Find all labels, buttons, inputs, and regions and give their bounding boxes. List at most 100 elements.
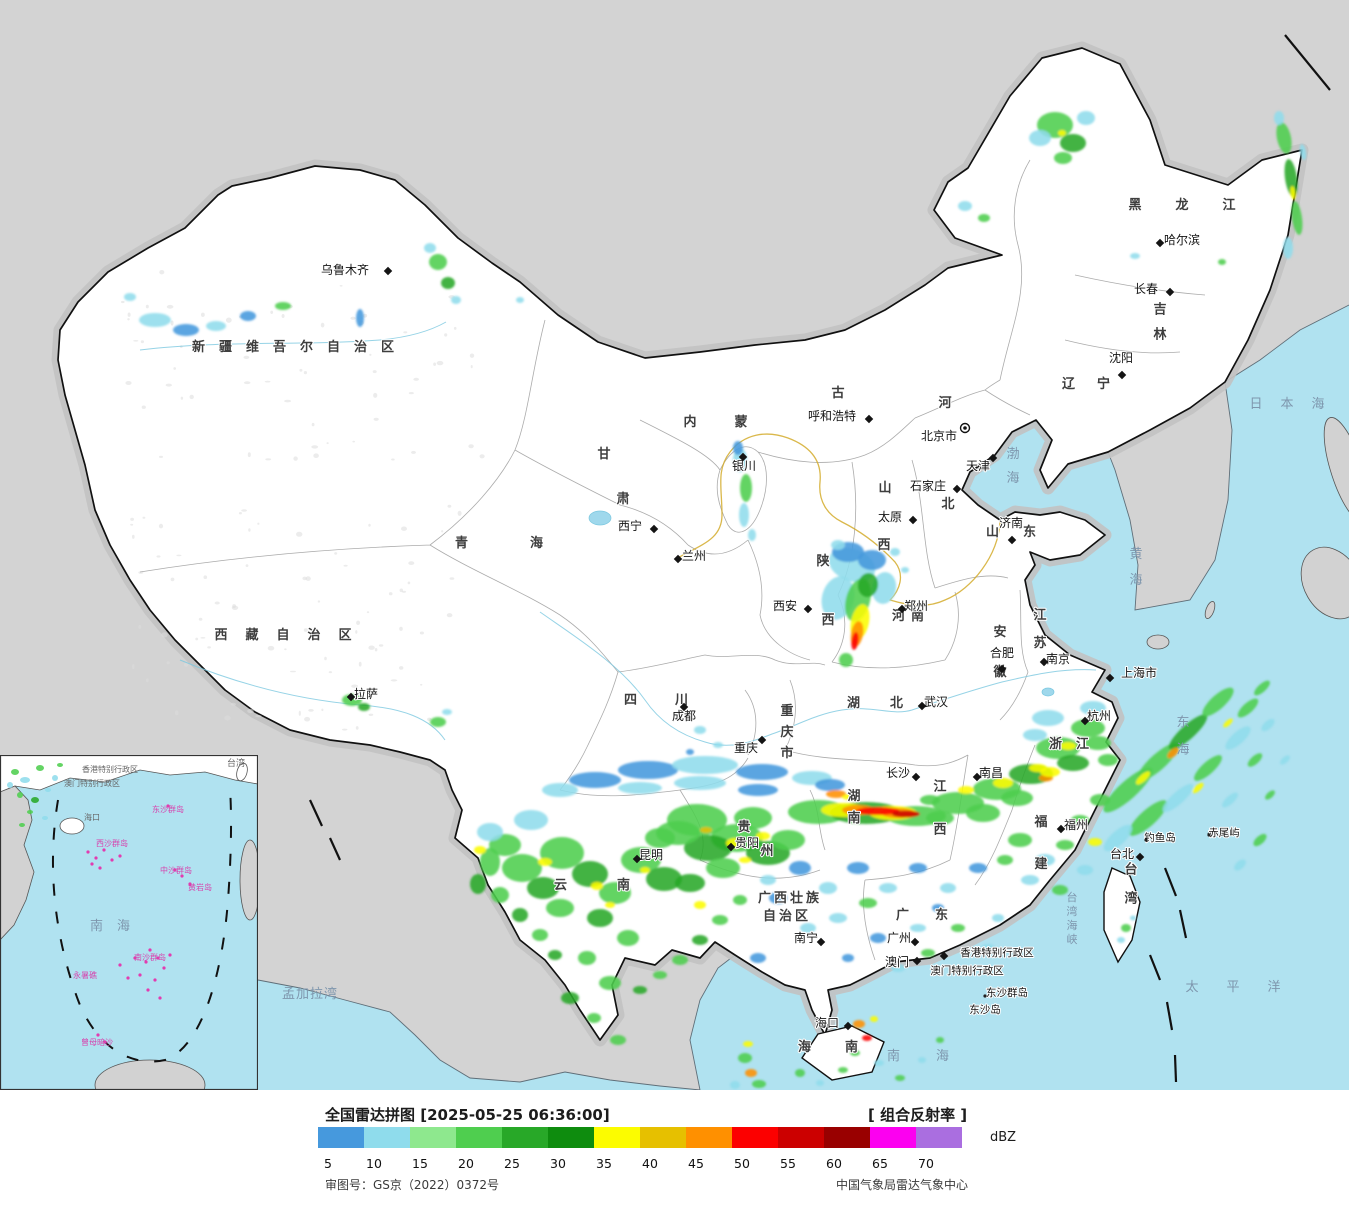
terrain-speckle	[373, 417, 379, 421]
terrain-speckle	[127, 318, 130, 321]
legend-color-cell	[778, 1127, 824, 1148]
terrain-speckle	[373, 392, 378, 398]
radar-echo	[831, 540, 845, 550]
city-label: 钓鱼岛	[1144, 831, 1176, 844]
city-label: 南宁	[794, 930, 818, 945]
radar-echo	[1237, 698, 1259, 718]
terrain-speckle	[408, 561, 415, 565]
legend-tick-label: 10	[366, 1156, 382, 1171]
radar-echo	[859, 898, 877, 908]
terrain-speckle	[399, 666, 404, 670]
terrain-speckle	[388, 592, 393, 596]
city-label: 昆明	[639, 848, 663, 862]
city-marker	[346, 692, 356, 702]
inset-island-dot	[156, 956, 160, 960]
terrain-speckle	[267, 645, 275, 651]
inset-hainan	[59, 817, 85, 835]
terrain-speckle	[243, 381, 251, 385]
terrain-speckle	[247, 708, 254, 714]
radar-echo	[538, 858, 552, 866]
radar-echo	[1029, 130, 1051, 146]
terrain-speckle	[159, 455, 163, 458]
terrain-speckle	[127, 312, 131, 317]
city-label: 台北	[1110, 846, 1134, 861]
terrain-speckle	[138, 624, 142, 629]
radar-echo	[52, 775, 58, 781]
city-marker	[649, 524, 659, 534]
radar-echo	[874, 1060, 884, 1066]
radar-echo	[1194, 755, 1222, 781]
terrain-speckle	[411, 450, 416, 454]
radar-echo	[356, 309, 364, 327]
radar-echo	[969, 863, 987, 873]
terrain-speckle	[290, 670, 296, 673]
inset-label: 南海	[90, 918, 144, 934]
city-label: 海口	[815, 1015, 839, 1030]
city-marker	[673, 554, 683, 564]
terrain-speckle	[317, 600, 321, 603]
radar-echo	[572, 861, 608, 887]
terrain-speckle	[308, 709, 314, 712]
terrain-speckle	[311, 422, 315, 427]
sea-label: 东海	[1176, 716, 1189, 758]
radar-echo	[1225, 726, 1251, 750]
terrain-speckle	[350, 316, 356, 320]
city-marker	[1165, 287, 1175, 297]
radar-echo	[1071, 815, 1089, 825]
terrain-speckle	[195, 637, 199, 641]
dbz-tick-labels: 5 10 15 20 25 30 35 40 45 50 55 60 65 70	[0, 1156, 1349, 1172]
radar-echo	[672, 756, 738, 774]
legend-tick-label: 70	[918, 1156, 934, 1171]
province-label: 江西	[933, 779, 946, 838]
inset-island-dot	[158, 996, 162, 1000]
tarim-river	[139, 321, 447, 351]
terrain-speckle	[265, 458, 272, 461]
radar-echo	[706, 858, 740, 878]
radar-echo	[857, 573, 879, 597]
city-marker	[864, 414, 874, 424]
sea-label: 南海	[887, 1048, 985, 1064]
radar-echo	[819, 882, 837, 894]
terrain-speckle	[343, 564, 348, 567]
province-label: 吉林	[1153, 303, 1166, 343]
legend-tick-label: 30	[550, 1156, 566, 1171]
terrain-speckle	[156, 555, 161, 558]
boundary-dash	[328, 837, 342, 861]
sea-label: 台湾海峡	[1067, 890, 1078, 946]
terrain-speckle	[413, 377, 420, 381]
radar-echo	[1058, 130, 1066, 136]
terrain-speckle	[180, 396, 184, 400]
inset-label: 曾母暗沙	[81, 1037, 113, 1047]
radar-echo	[870, 1016, 878, 1022]
city-marker	[1105, 673, 1115, 683]
radar-echo	[430, 717, 446, 727]
radar-echo	[1040, 767, 1060, 777]
sea-label: 黄海	[1129, 547, 1142, 588]
city-label: 东沙岛	[969, 1003, 1001, 1016]
radar-echo	[578, 951, 596, 965]
radar-echo	[795, 1069, 805, 1077]
terrain-speckle	[248, 528, 251, 532]
radar-echo	[42, 816, 48, 820]
terrain-speckle	[355, 630, 358, 634]
terrain-speckle	[374, 648, 378, 652]
inset-island-dot	[118, 963, 122, 967]
radar-echo	[850, 1050, 860, 1056]
radar-echo	[1223, 718, 1233, 728]
terrain-speckle	[176, 554, 182, 557]
terrain-speckle	[468, 444, 474, 449]
city-label: 天津	[966, 459, 990, 473]
city-marker	[1135, 852, 1145, 862]
province-label: 西	[877, 538, 890, 553]
rivers	[139, 321, 1097, 746]
radar-echo	[618, 761, 678, 779]
radar-echo	[713, 742, 723, 748]
terrain-speckle	[132, 664, 135, 670]
radar-echo	[605, 902, 615, 908]
inset-label: 香港特别行政区	[82, 764, 138, 774]
inset-island-dot	[173, 868, 177, 872]
province-label: 北	[941, 497, 954, 512]
inset-island-dot	[94, 856, 98, 860]
radar-echo	[1080, 701, 1106, 715]
city-marker	[726, 842, 736, 852]
